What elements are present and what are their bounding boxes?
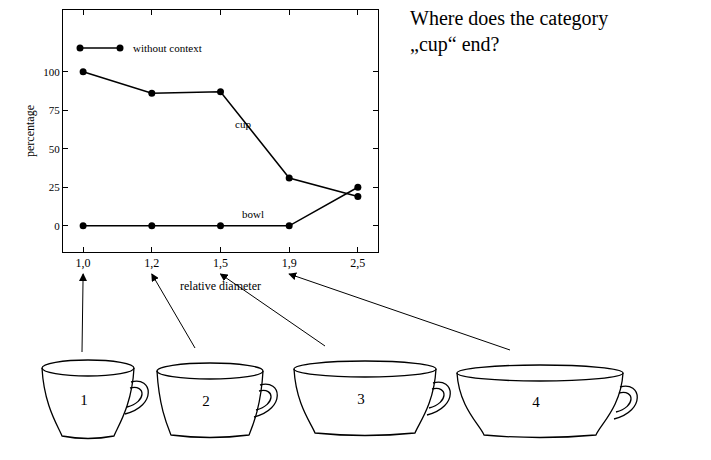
svg-text:1,9: 1,9 — [282, 256, 297, 270]
svg-text:relative diameter: relative diameter — [180, 279, 261, 293]
svg-text:percentage: percentage — [23, 105, 37, 157]
svg-text:1,0: 1,0 — [76, 256, 91, 270]
svg-text:3: 3 — [357, 391, 365, 407]
svg-text:2,5: 2,5 — [350, 256, 365, 270]
svg-text:1,5: 1,5 — [213, 256, 228, 270]
svg-text:50: 50 — [49, 143, 61, 155]
svg-text:cup: cup — [235, 118, 251, 130]
svg-text:1: 1 — [80, 392, 88, 408]
svg-text:25: 25 — [49, 181, 61, 193]
svg-text:1,2: 1,2 — [144, 256, 159, 270]
svg-text:100: 100 — [43, 66, 60, 78]
svg-text:Where does the category„cup“ e: Where does the category„cup“ end? — [410, 7, 608, 56]
svg-text:4: 4 — [532, 394, 540, 410]
svg-text:0: 0 — [54, 220, 60, 232]
svg-text:without context: without context — [133, 42, 202, 54]
svg-text:2: 2 — [202, 393, 210, 409]
svg-text:bowl: bowl — [242, 208, 264, 220]
svg-text:75: 75 — [49, 104, 61, 116]
